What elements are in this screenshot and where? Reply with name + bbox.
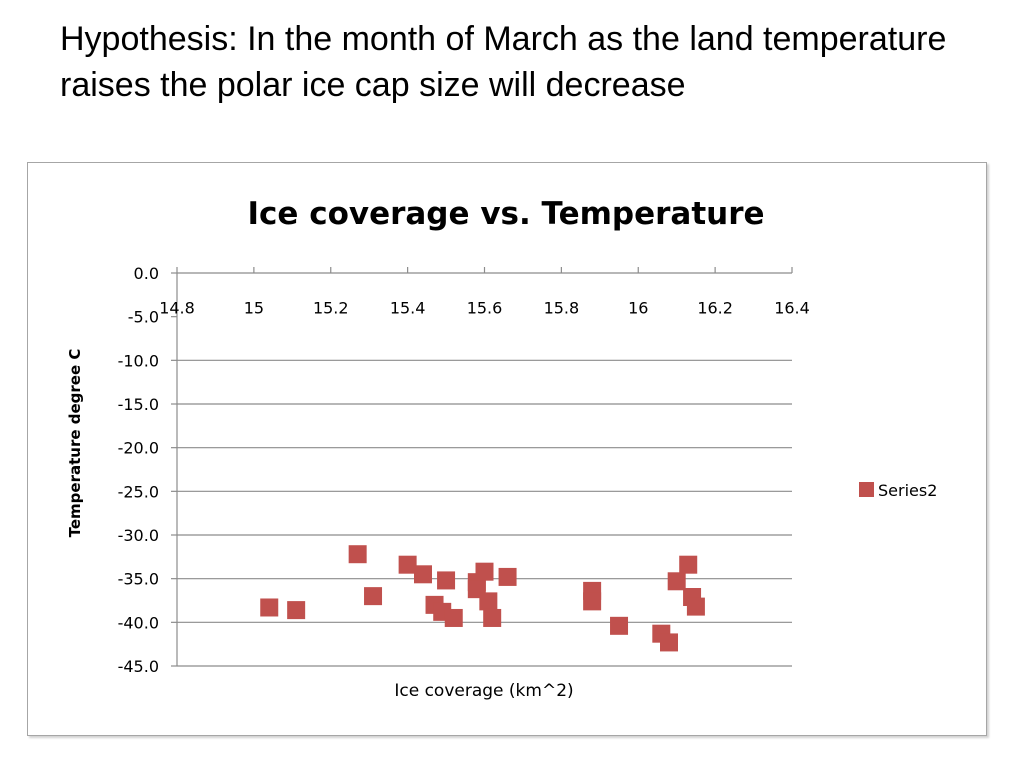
y-axis-label: Temperature degree C	[66, 349, 84, 538]
y-tick-label: 0.0	[134, 264, 159, 283]
y-tick-label: -45.0	[118, 657, 159, 676]
chart-title: Ice coverage vs. Temperature	[247, 196, 764, 232]
tick-labels: 0.0 -5.0 -10.0 -15.0 -20.0 -25.0 -30.0 -35.0 -40…	[118, 264, 810, 676]
legend: Series2	[859, 481, 937, 500]
data-point	[287, 601, 306, 620]
y-tick-label: -30.0	[118, 526, 159, 545]
data-point	[364, 587, 383, 606]
legend-label: Series2	[878, 481, 937, 500]
y-tick-label: -15.0	[118, 395, 159, 414]
data-point	[583, 592, 602, 611]
data-point	[414, 565, 432, 584]
x-tick-label: 14.8	[159, 299, 195, 318]
x-tick-label: 15.4	[390, 299, 426, 318]
slide-heading: Hypothesis: In the month of March as the…	[60, 20, 947, 104]
x-tick-label: 15.6	[467, 299, 503, 318]
data-point	[686, 597, 705, 616]
data-point	[660, 633, 678, 652]
data-point	[498, 567, 517, 586]
data-point	[679, 555, 698, 574]
x-tick-label: 16.4	[774, 299, 810, 318]
x-tick-label: 15.8	[544, 299, 580, 318]
data-point	[437, 571, 456, 590]
y-tick-label: -35.0	[118, 570, 159, 589]
data-points	[260, 545, 705, 652]
data-point	[398, 555, 417, 574]
y-tick-label: -25.0	[118, 482, 159, 501]
y-tick-label: -40.0	[118, 613, 159, 632]
data-point	[260, 598, 279, 617]
data-point	[667, 572, 686, 591]
scatter-chart: Ice coverage vs. Temperature 0.0 -5.0 -10.…	[66, 196, 937, 701]
legend-swatch	[859, 482, 874, 497]
x-tick-label: 15.2	[313, 299, 349, 318]
axes	[171, 267, 793, 667]
x-tick-label: 16.2	[697, 299, 733, 318]
x-tick-label: 16	[628, 299, 648, 318]
data-point	[475, 562, 494, 581]
data-point	[479, 592, 498, 611]
data-point	[610, 616, 629, 635]
y-tick-label: -20.0	[118, 439, 159, 458]
y-tick-label: -10.0	[118, 351, 159, 370]
chart-frame: Ice coverage vs. Temperature 0.0 -5.0 -10.…	[27, 162, 987, 736]
data-point	[444, 608, 463, 627]
data-point	[483, 608, 502, 627]
x-axis-label: Ice coverage (km^2)	[394, 681, 573, 701]
x-tick-label: 15	[244, 299, 264, 318]
y-tick-label: -5.0	[128, 308, 159, 327]
data-point	[348, 545, 367, 564]
